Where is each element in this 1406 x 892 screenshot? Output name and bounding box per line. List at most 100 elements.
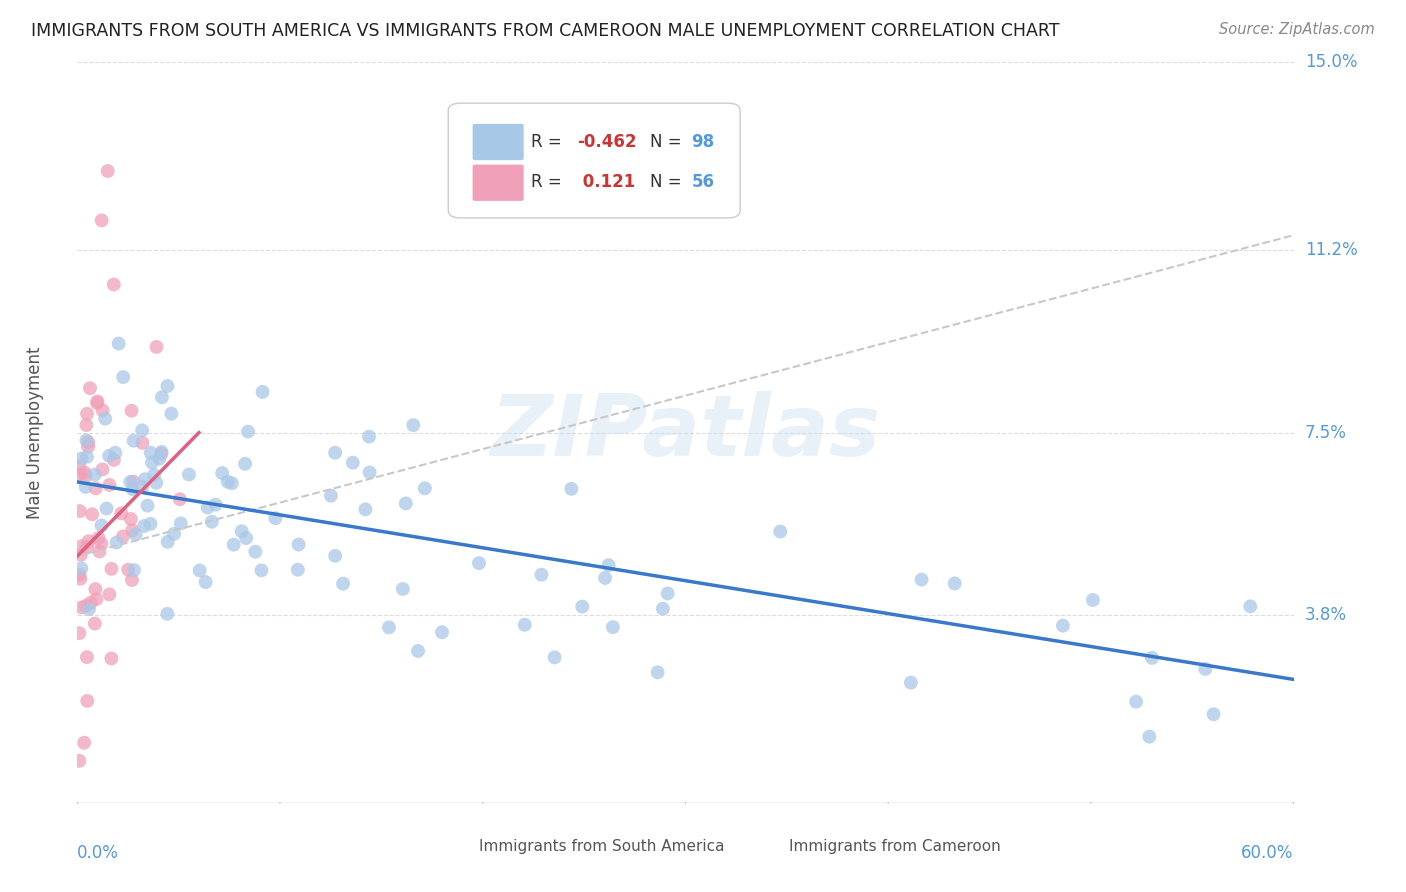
Point <box>87 531 110 545</box>
FancyBboxPatch shape <box>472 165 523 201</box>
FancyBboxPatch shape <box>731 832 783 860</box>
Point <box>67 626 90 640</box>
Text: 0.0%: 0.0% <box>77 844 120 862</box>
Point <box>354 502 377 516</box>
Point <box>430 625 453 640</box>
Point <box>1239 599 1261 614</box>
Point <box>86 396 108 410</box>
Point <box>593 571 616 585</box>
Point <box>100 651 122 665</box>
Point <box>70 600 93 615</box>
Point <box>83 467 105 482</box>
Point <box>156 607 179 621</box>
Point <box>560 482 582 496</box>
Point <box>598 558 620 573</box>
Point <box>252 384 274 399</box>
Point <box>323 549 346 563</box>
Point <box>156 379 179 393</box>
Point <box>110 507 132 521</box>
Text: 98: 98 <box>692 133 714 151</box>
Point <box>124 527 146 541</box>
Point <box>100 562 122 576</box>
Point <box>75 480 97 494</box>
Point <box>76 650 98 665</box>
Point <box>332 576 354 591</box>
Text: 0.121: 0.121 <box>578 173 636 192</box>
Point <box>121 483 143 497</box>
Point <box>163 526 186 541</box>
Point <box>910 573 932 587</box>
Point <box>77 602 100 616</box>
Point <box>67 754 90 768</box>
Point <box>357 429 380 443</box>
Point <box>89 544 111 558</box>
Point <box>319 489 342 503</box>
Point <box>86 394 108 409</box>
Point <box>73 736 96 750</box>
Point <box>76 450 98 464</box>
Point <box>1052 618 1074 632</box>
Point <box>132 519 155 533</box>
Point <box>395 496 418 510</box>
Text: R =: R = <box>531 133 567 151</box>
Point <box>76 694 98 708</box>
Point <box>86 592 108 607</box>
Point <box>900 675 922 690</box>
Point <box>647 665 669 680</box>
Point <box>107 336 129 351</box>
Text: Source: ZipAtlas.com: Source: ZipAtlas.com <box>1219 22 1375 37</box>
Point <box>111 529 134 543</box>
Point <box>122 475 145 489</box>
Point <box>121 573 143 587</box>
Point <box>139 446 162 460</box>
Point <box>769 524 792 539</box>
Point <box>392 582 415 596</box>
Point <box>70 539 93 553</box>
Point <box>70 451 93 466</box>
Point <box>84 481 107 495</box>
Text: 60.0%: 60.0% <box>1241 844 1294 862</box>
Point <box>121 403 143 417</box>
Point <box>406 644 429 658</box>
Point <box>148 451 170 466</box>
Point <box>1081 593 1104 607</box>
Point <box>122 434 145 448</box>
Point <box>75 434 97 448</box>
Text: ZIPatlas: ZIPatlas <box>491 391 880 475</box>
Text: 15.0%: 15.0% <box>1305 54 1357 71</box>
Point <box>169 492 191 507</box>
Point <box>204 498 226 512</box>
Point <box>131 480 153 494</box>
Point <box>75 599 97 613</box>
Point <box>83 616 105 631</box>
Point <box>90 213 112 227</box>
Point <box>79 381 101 395</box>
Point <box>197 500 219 515</box>
Point <box>1202 707 1225 722</box>
Text: 56: 56 <box>692 173 714 192</box>
Point <box>571 599 593 614</box>
Point <box>121 524 143 538</box>
Point <box>75 468 97 483</box>
Point <box>77 435 100 450</box>
Text: Immigrants from Cameroon: Immigrants from Cameroon <box>789 839 1001 854</box>
Point <box>76 540 98 554</box>
Point <box>75 418 97 433</box>
Point <box>143 467 166 482</box>
Point <box>222 538 245 552</box>
Point <box>287 537 309 551</box>
Point <box>657 586 679 600</box>
Point <box>145 340 167 354</box>
Point <box>1194 662 1216 676</box>
Point <box>141 455 163 469</box>
Point <box>90 518 112 533</box>
Point <box>170 516 193 531</box>
Point <box>287 563 309 577</box>
Point <box>120 475 142 489</box>
FancyBboxPatch shape <box>449 103 740 218</box>
Point <box>82 508 104 522</box>
Point <box>98 587 121 601</box>
Point <box>160 407 183 421</box>
Point <box>131 435 153 450</box>
Point <box>530 567 553 582</box>
